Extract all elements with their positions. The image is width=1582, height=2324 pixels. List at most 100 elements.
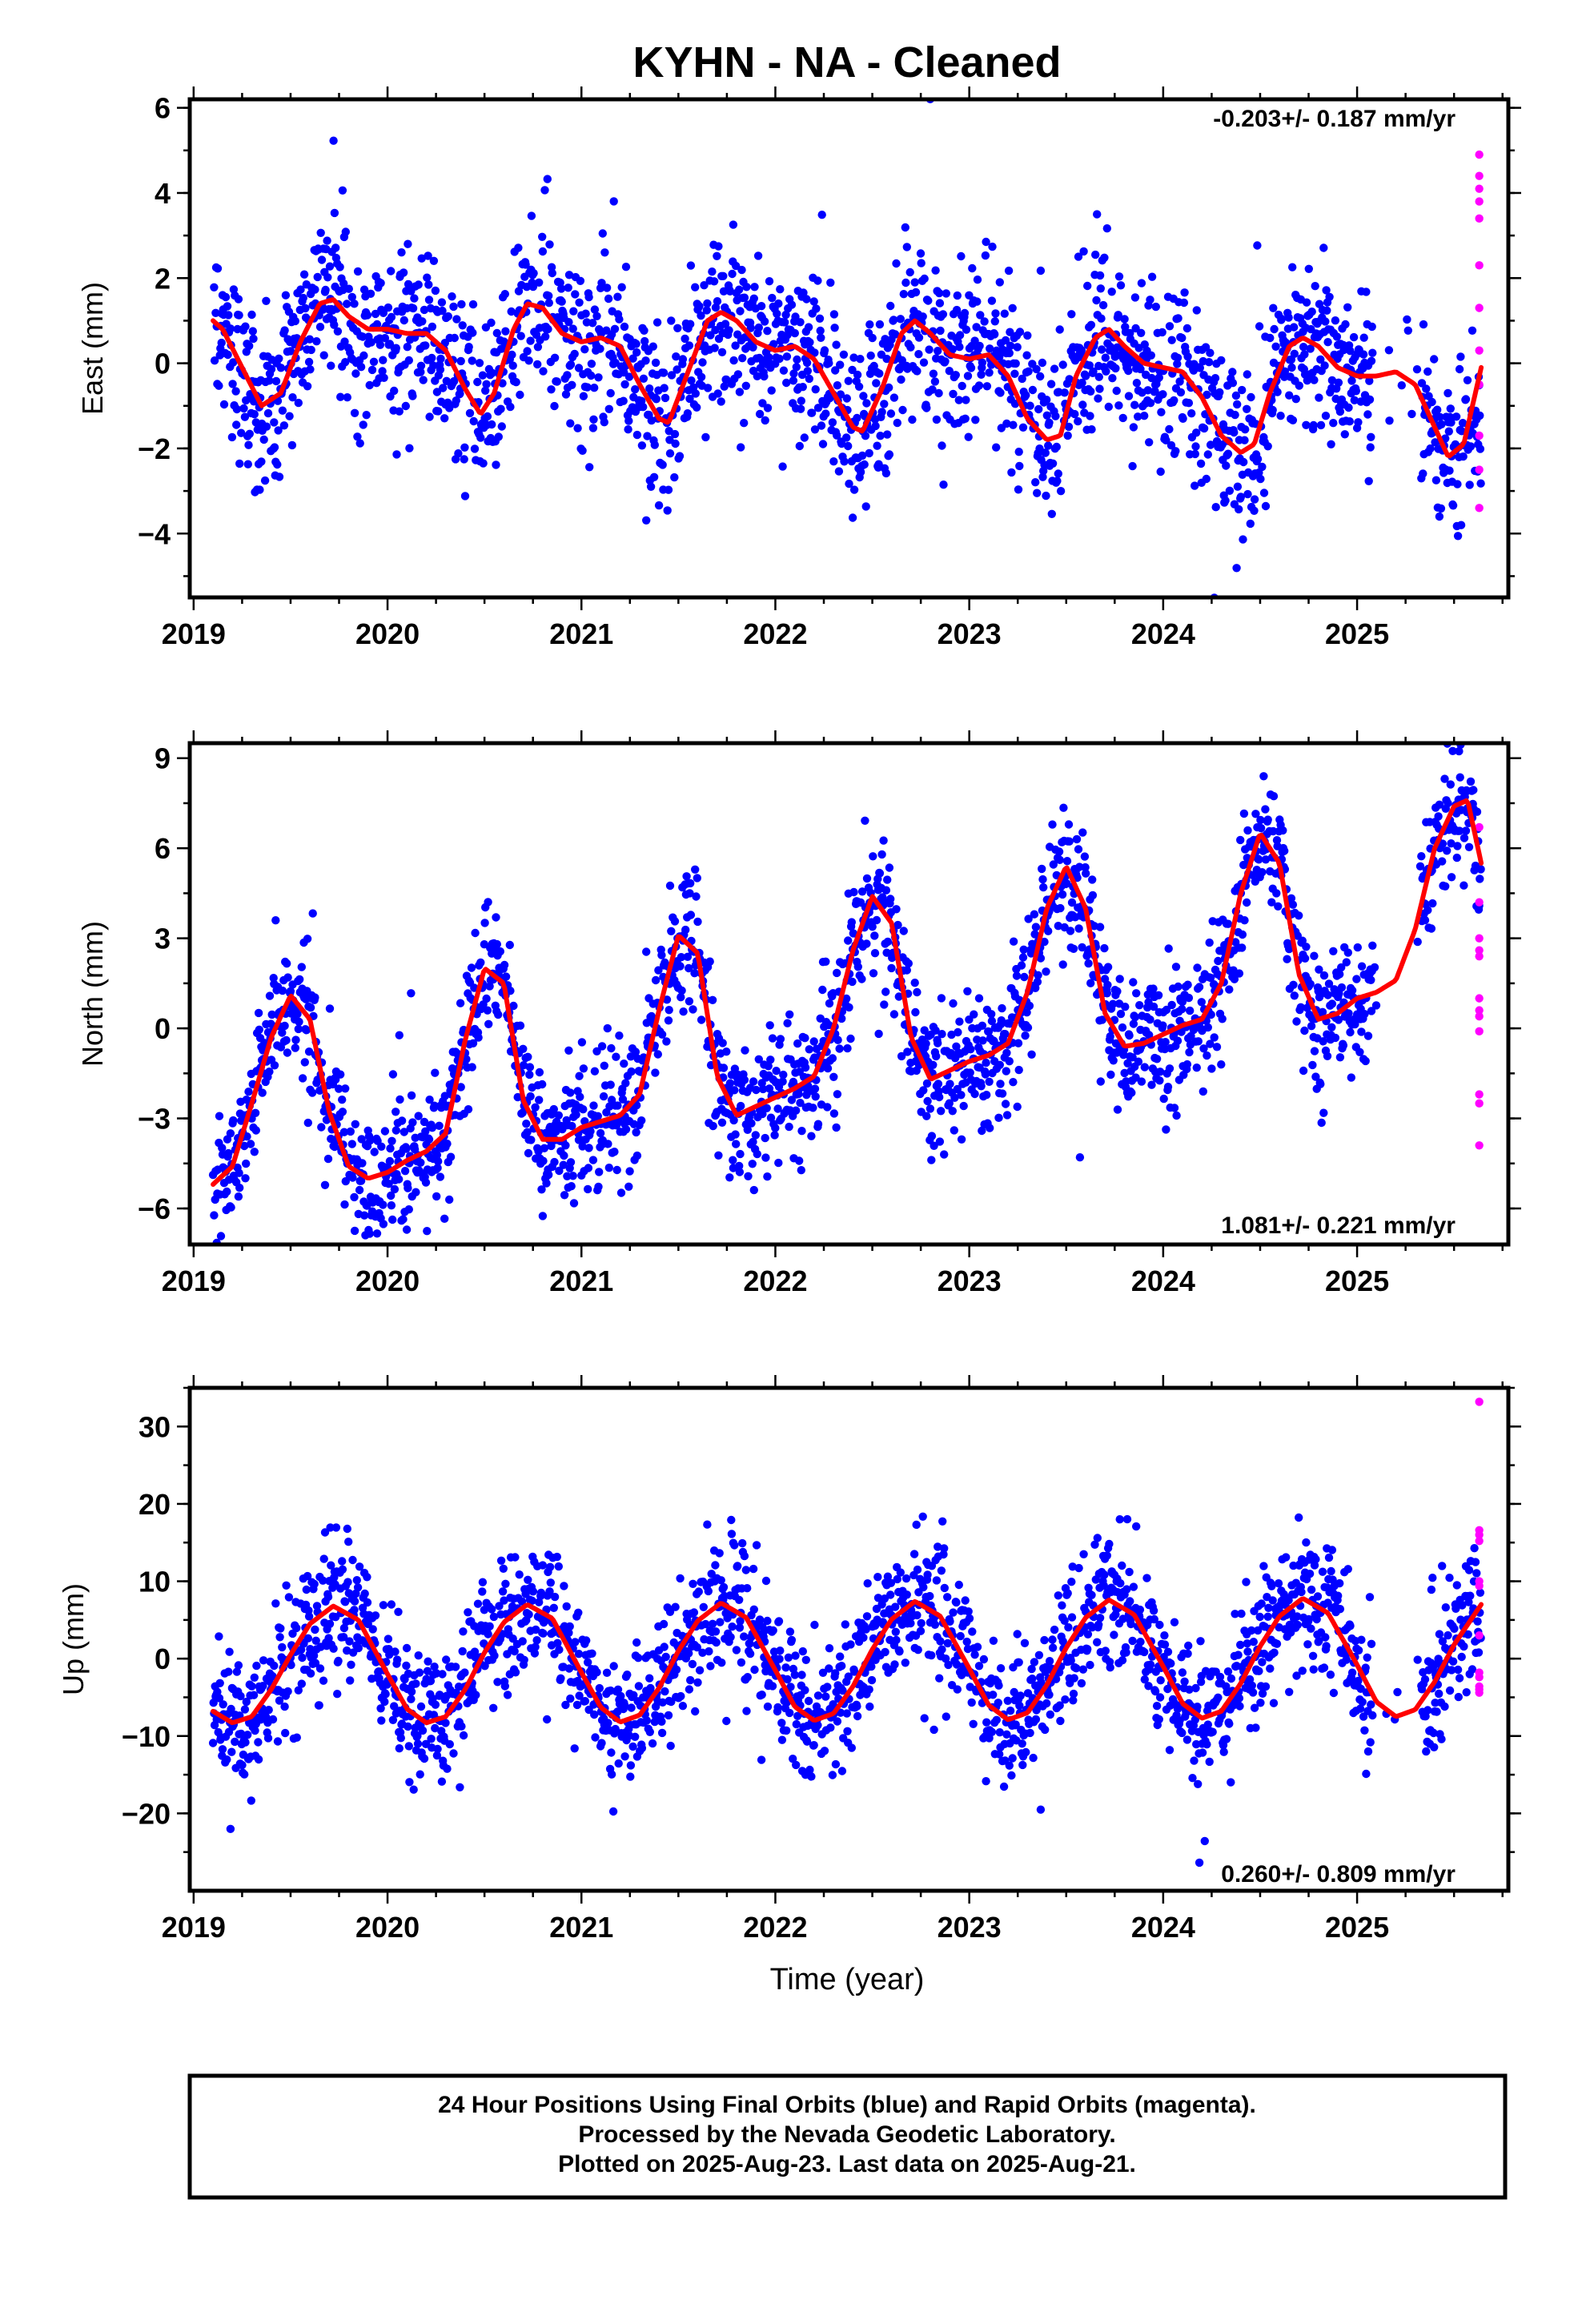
final-orbit-point (782, 352, 792, 361)
final-orbit-point (1154, 991, 1163, 1000)
final-orbit-point (874, 1029, 883, 1039)
final-orbit-point (434, 407, 443, 416)
final-orbit-point (649, 472, 659, 481)
final-orbit-point (742, 283, 751, 292)
final-orbit-point (476, 958, 485, 967)
final-orbit-point (1186, 1006, 1195, 1015)
final-orbit-point (919, 1086, 928, 1095)
final-orbit-point (793, 355, 801, 364)
final-orbit-point (763, 1172, 772, 1181)
final-orbit-point (725, 287, 735, 296)
final-orbit-point (343, 300, 351, 308)
final-orbit-point (600, 1061, 608, 1071)
final-orbit-point (607, 1770, 616, 1779)
east-rapid-points (1475, 150, 1484, 513)
final-orbit-point (576, 1092, 584, 1101)
final-orbit-point (1173, 360, 1182, 368)
final-orbit-point (561, 1141, 570, 1150)
final-orbit-point (885, 450, 894, 459)
final-orbit-point (535, 278, 544, 287)
final-orbit-point (579, 392, 588, 400)
final-orbit-point (825, 359, 833, 368)
final-orbit-point (221, 292, 231, 302)
final-orbit-point (577, 1038, 587, 1047)
final-orbit-point (1102, 224, 1112, 233)
final-orbit-point (1344, 1009, 1353, 1018)
final-orbit-point (582, 1636, 591, 1645)
final-orbit-point (1357, 1027, 1366, 1036)
final-orbit-point (424, 296, 434, 304)
final-orbit-point (1086, 979, 1095, 987)
final-orbit-point (987, 296, 997, 305)
final-orbit-point (456, 356, 465, 366)
final-orbit-point (672, 352, 681, 361)
final-orbit-point (1292, 1017, 1301, 1026)
final-orbit-point (418, 317, 427, 326)
final-orbit-point (423, 1227, 432, 1236)
final-orbit-point (302, 1585, 311, 1594)
final-orbit-point (667, 316, 676, 325)
final-orbit-point (324, 1634, 333, 1642)
final-orbit-point (642, 947, 651, 956)
final-orbit-point (891, 330, 900, 339)
final-orbit-point (493, 1678, 502, 1687)
final-orbit-point (226, 1824, 235, 1833)
final-orbit-point (1205, 938, 1214, 947)
final-orbit-point (303, 935, 312, 943)
final-orbit-point (350, 1192, 359, 1202)
final-orbit-point (869, 852, 877, 861)
final-orbit-point (359, 285, 369, 294)
final-orbit-point (223, 1187, 231, 1196)
final-orbit-point (1060, 388, 1069, 397)
final-orbit-point (223, 350, 232, 360)
final-orbit-point (840, 457, 849, 466)
final-orbit-point (356, 1176, 366, 1185)
final-orbit-point (681, 334, 689, 344)
final-orbit-point (386, 1144, 395, 1153)
final-orbit-point (735, 1168, 745, 1176)
final-orbit-point (295, 1017, 303, 1027)
final-orbit-point (700, 281, 709, 290)
final-orbit-point (587, 371, 596, 380)
final-orbit-point (498, 1587, 508, 1596)
final-orbit-point (452, 396, 460, 405)
final-orbit-point (646, 482, 656, 491)
final-orbit-point (639, 403, 648, 412)
final-orbit-point (273, 460, 282, 469)
final-orbit-point (1290, 349, 1299, 358)
final-orbit-point (853, 413, 861, 423)
y-tick-label: 9 (155, 742, 171, 775)
final-orbit-point (587, 360, 596, 368)
final-orbit-point (569, 1199, 579, 1208)
final-orbit-point (1225, 985, 1234, 994)
final-orbit-point (1022, 391, 1030, 400)
final-orbit-point (1353, 943, 1363, 952)
final-orbit-point (1199, 1087, 1208, 1096)
final-orbit-point (377, 1142, 386, 1152)
final-orbit-point (832, 340, 841, 349)
final-orbit-point (1331, 316, 1340, 325)
final-orbit-point (281, 1728, 290, 1738)
final-orbit-point (412, 1188, 420, 1196)
final-orbit-point (848, 513, 857, 522)
final-orbit-point (456, 999, 465, 1007)
final-orbit-point (797, 396, 805, 405)
final-orbit-point (624, 372, 634, 381)
final-orbit-point (847, 918, 857, 927)
final-orbit-point (408, 1118, 417, 1127)
final-orbit-point (610, 1148, 619, 1156)
final-orbit-point (223, 1755, 231, 1764)
final-orbit-point (802, 358, 812, 368)
final-orbit-point (931, 1026, 940, 1035)
final-orbit-point (1146, 1015, 1154, 1024)
final-orbit-point (547, 385, 556, 394)
final-orbit-point (1081, 862, 1090, 872)
final-orbit-point (1295, 381, 1304, 390)
final-orbit-point (987, 1016, 997, 1026)
final-orbit-point (1310, 951, 1319, 960)
final-orbit-point (1178, 333, 1186, 343)
final-orbit-point (260, 476, 270, 485)
final-orbit-point (749, 1185, 758, 1195)
final-orbit-point (347, 1140, 356, 1148)
final-orbit-point (532, 1625, 540, 1634)
